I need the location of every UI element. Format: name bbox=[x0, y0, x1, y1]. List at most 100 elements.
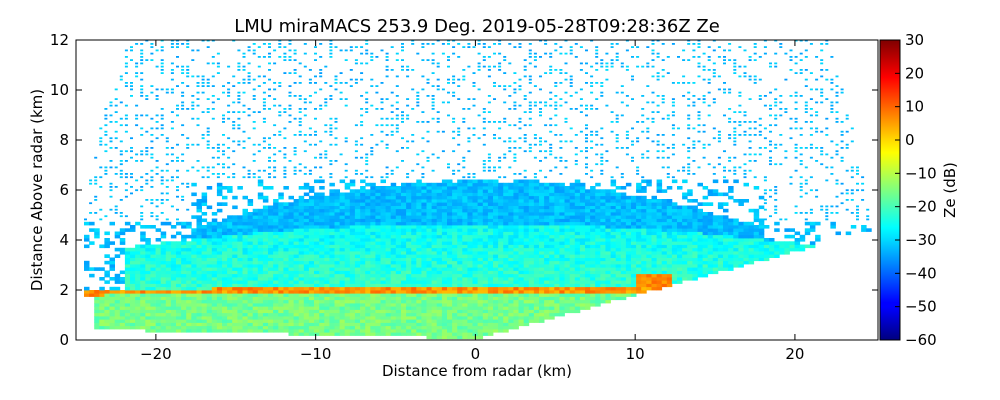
radar-cell bbox=[712, 267, 719, 271]
radar-cell bbox=[508, 244, 514, 249]
radar-cell bbox=[191, 182, 197, 187]
radar-cell bbox=[232, 329, 238, 333]
radar-cell bbox=[544, 257, 550, 262]
radar-cell bbox=[252, 299, 259, 304]
radar-cell bbox=[339, 231, 346, 236]
radar-cell bbox=[319, 267, 325, 271]
radar-cell bbox=[406, 189, 412, 193]
radar-cell bbox=[493, 296, 499, 301]
radar-cell bbox=[467, 329, 473, 333]
radar-cell bbox=[748, 234, 755, 239]
radar-cell bbox=[651, 244, 657, 249]
radar-cell bbox=[569, 303, 576, 307]
radar-cell bbox=[329, 218, 335, 223]
radar-cell bbox=[411, 199, 417, 203]
radar-cell bbox=[549, 270, 555, 275]
radar-cell bbox=[196, 225, 202, 229]
radar-cell bbox=[181, 322, 187, 327]
radar-cell bbox=[298, 267, 305, 271]
radar-cell bbox=[539, 241, 545, 245]
radar-cell bbox=[89, 290, 95, 294]
radar-cell bbox=[661, 283, 668, 288]
radar-cell bbox=[262, 186, 269, 190]
radar-cell bbox=[615, 208, 622, 213]
radar-cell bbox=[804, 218, 808, 221]
radar-cell bbox=[124, 286, 131, 291]
radar-cell bbox=[733, 241, 739, 245]
radar-cell bbox=[380, 208, 386, 213]
radar-cell bbox=[590, 202, 596, 206]
radar-cell bbox=[845, 231, 852, 236]
radar-cell bbox=[554, 286, 560, 291]
radar-cell bbox=[186, 208, 190, 211]
radar-cell bbox=[401, 329, 407, 333]
radar-cell bbox=[334, 234, 340, 239]
radar-cell bbox=[477, 231, 484, 236]
radar-cell bbox=[406, 182, 412, 187]
radar-cell bbox=[206, 264, 213, 268]
radar-cell bbox=[354, 244, 361, 249]
radar-cell bbox=[763, 218, 767, 221]
radar-cell bbox=[206, 267, 213, 271]
radar-cell bbox=[554, 215, 560, 219]
radar-cell bbox=[160, 293, 167, 297]
radar-cell bbox=[401, 186, 407, 190]
radar-cell bbox=[677, 260, 683, 265]
radar-cell bbox=[687, 241, 693, 245]
radar-cell bbox=[620, 260, 627, 265]
radar-cell bbox=[150, 296, 156, 301]
radar-cell bbox=[334, 215, 340, 219]
radar-cell bbox=[165, 296, 172, 301]
radar-cell bbox=[319, 241, 325, 245]
radar-cell bbox=[462, 182, 468, 187]
radar-cell bbox=[349, 231, 356, 236]
radar-cell bbox=[457, 189, 463, 193]
radar-cell bbox=[109, 286, 115, 291]
radar-cell bbox=[196, 277, 202, 281]
radar-cell bbox=[170, 283, 177, 288]
radar-cell bbox=[477, 189, 484, 193]
radar-cell bbox=[140, 319, 146, 323]
radar-cell bbox=[569, 192, 576, 197]
radar-cell bbox=[574, 221, 581, 226]
radar-cell bbox=[390, 231, 397, 236]
radar-cell bbox=[579, 186, 586, 190]
radar-cell bbox=[590, 208, 596, 213]
radar-cell bbox=[671, 228, 678, 232]
radar-cell bbox=[564, 244, 570, 249]
radar-cell bbox=[319, 325, 325, 330]
radar-cell bbox=[365, 228, 371, 232]
radar-cell bbox=[395, 231, 402, 236]
radar-cell bbox=[498, 260, 504, 265]
radar-cell bbox=[518, 293, 524, 297]
radar-cell bbox=[728, 195, 734, 200]
radar-cell bbox=[677, 264, 683, 268]
radar-cell bbox=[375, 273, 381, 278]
radar-cell bbox=[257, 251, 264, 255]
radar-cell bbox=[482, 322, 489, 327]
radar-cell bbox=[487, 234, 494, 239]
radar-cell bbox=[365, 238, 371, 242]
radar-cell bbox=[620, 186, 627, 190]
radar-cell bbox=[155, 290, 162, 294]
radar-cell bbox=[595, 277, 601, 281]
radar-cell bbox=[390, 251, 397, 255]
radar-cell bbox=[191, 244, 197, 249]
radar-cell bbox=[283, 260, 289, 265]
radar-cell bbox=[559, 192, 565, 197]
radar-cell bbox=[620, 238, 627, 242]
radar-cell bbox=[308, 322, 315, 327]
radar-cell bbox=[385, 257, 392, 262]
radar-cell bbox=[380, 309, 386, 314]
radar-cell bbox=[569, 221, 576, 226]
radar-cell bbox=[365, 225, 371, 229]
radar-cell bbox=[278, 208, 284, 213]
radar-cell bbox=[748, 244, 755, 249]
radar-cell bbox=[273, 244, 279, 249]
radar-cell bbox=[170, 293, 177, 297]
radar-cell bbox=[390, 296, 397, 301]
radar-cell bbox=[370, 303, 376, 307]
radar-cell bbox=[569, 277, 576, 281]
radar-cell bbox=[579, 215, 586, 219]
radar-cell bbox=[595, 247, 601, 252]
